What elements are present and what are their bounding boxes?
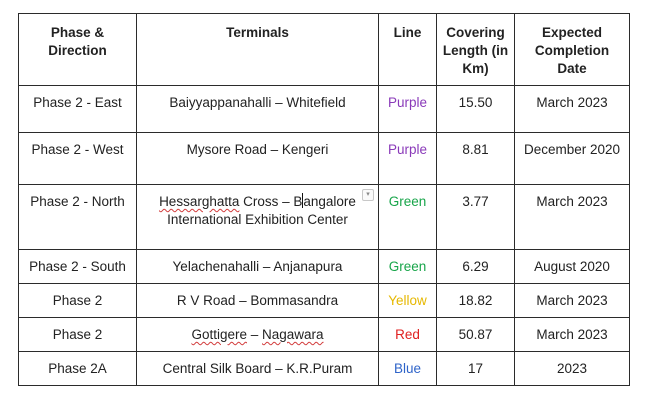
cell-line[interactable]: Purple	[378, 132, 437, 185]
cell-line[interactable]: Yellow	[378, 283, 437, 318]
cell-phase[interactable]: Phase 2 - South	[18, 249, 137, 284]
cell-terminals[interactable]: Central Silk Board – K.R.Puram	[136, 351, 379, 386]
cell-terminals[interactable]: Baiyyappanahalli – Whitefield	[136, 85, 379, 133]
spellcheck-word: Gottigere	[191, 327, 247, 342]
cell-phase[interactable]: Phase 2 - East	[18, 85, 137, 133]
cell-phase[interactable]: Phase 2A	[18, 351, 137, 386]
cell-date[interactable]: August 2020	[514, 249, 630, 284]
header-length: Covering Length (in Km)	[436, 13, 515, 86]
table-row: Phase 2 - South Yelachenahalli – Anjanap…	[18, 249, 630, 284]
terminals-text-part: Cross – B	[239, 194, 303, 209]
table-header-row: Phase & Direction Terminals Line Coverin…	[18, 13, 630, 86]
table-row: Phase 2 Gottigere – Nagawara Red 50.87 M…	[18, 317, 630, 352]
cell-length[interactable]: 50.87	[436, 317, 515, 352]
cell-date[interactable]: December 2020	[514, 132, 630, 185]
table-row: Phase 2 - East Baiyyappanahalli – Whitef…	[18, 85, 630, 133]
header-terminals: Terminals	[136, 13, 379, 86]
cell-length[interactable]: 3.77	[436, 184, 515, 250]
table-row: Phase 2 R V Road – Bommasandra Yellow 18…	[18, 283, 630, 318]
cell-line[interactable]: Purple	[378, 85, 437, 133]
cell-terminals[interactable]: R V Road – Bommasandra	[136, 283, 379, 318]
cell-phase[interactable]: Phase 2 - West	[18, 132, 137, 185]
cell-terminals[interactable]: Yelachenahalli – Anjanapura	[136, 249, 379, 284]
cell-line[interactable]: Red	[378, 317, 437, 352]
cell-phase[interactable]: Phase 2	[18, 317, 137, 352]
cell-length[interactable]: 15.50	[436, 85, 515, 133]
text-cursor	[302, 193, 304, 208]
header-phase: Phase & Direction	[18, 13, 137, 86]
terminals-text-part: angalore International Exhibition Center	[167, 194, 356, 227]
cell-phase[interactable]: Phase 2 - North	[18, 184, 137, 250]
table-row: Phase 2 - North Hessarghatta Cross – Ban…	[18, 184, 630, 250]
cell-line[interactable]: Green	[378, 249, 437, 284]
cell-length[interactable]: 17	[436, 351, 515, 386]
cell-line[interactable]: Green	[378, 184, 437, 250]
cell-terminals-active[interactable]: Hessarghatta Cross – Bangalore Internati…	[136, 184, 379, 250]
cell-date[interactable]: 2023	[514, 351, 630, 386]
header-line: Line	[378, 13, 437, 86]
table-row: Phase 2A Central Silk Board – K.R.Puram …	[18, 351, 630, 386]
cell-date[interactable]: March 2023	[514, 317, 630, 352]
terminals-text-part: –	[246, 327, 262, 342]
cell-length[interactable]: 6.29	[436, 249, 515, 284]
table-row: Phase 2 - West Mysore Road – Kengeri Pur…	[18, 132, 630, 185]
cell-date[interactable]: March 2023	[514, 283, 630, 318]
cell-dropdown-icon[interactable]: ▾	[362, 189, 374, 201]
cell-length[interactable]: 18.82	[436, 283, 515, 318]
cell-terminals[interactable]: Mysore Road – Kengeri	[136, 132, 379, 185]
spellcheck-word: Hessarghatta	[159, 194, 240, 209]
metro-phases-table: Phase & Direction Terminals Line Coverin…	[18, 13, 630, 386]
cell-length[interactable]: 8.81	[436, 132, 515, 185]
cell-phase[interactable]: Phase 2	[18, 283, 137, 318]
header-date: Expected Completion Date	[514, 13, 630, 86]
cell-date[interactable]: March 2023	[514, 85, 630, 133]
spellcheck-word: Nagawara	[262, 327, 324, 342]
cell-line[interactable]: Blue	[378, 351, 437, 386]
cell-terminals[interactable]: Gottigere – Nagawara	[136, 317, 379, 352]
cell-date[interactable]: March 2023	[514, 184, 630, 250]
